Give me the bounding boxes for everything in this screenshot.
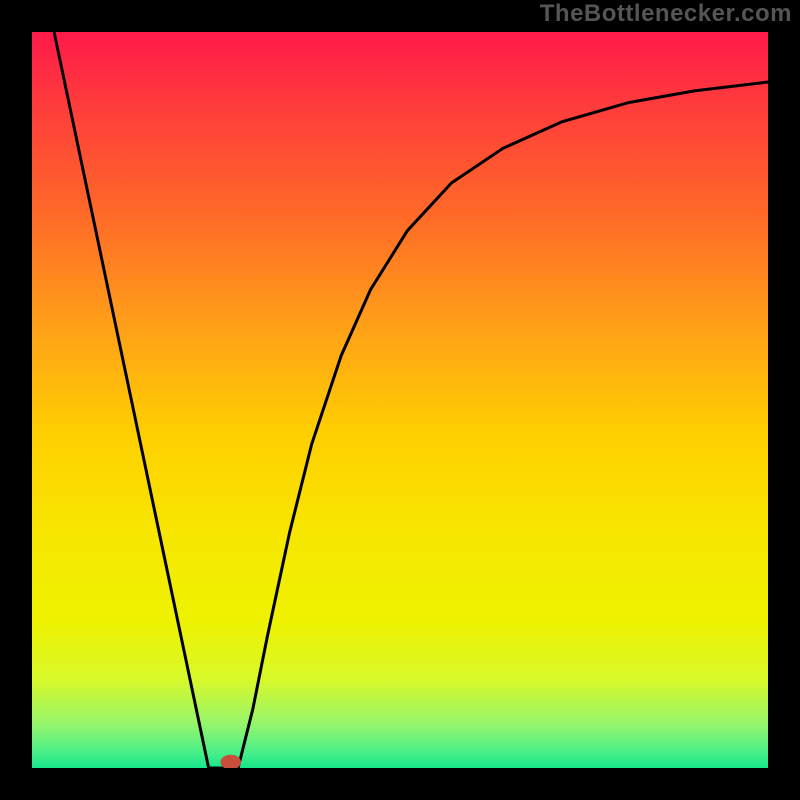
plot-svg bbox=[32, 32, 768, 768]
gradient-background bbox=[32, 32, 768, 768]
attribution-text: TheBottlenecker.com bbox=[540, 0, 792, 28]
chart-root: TheBottlenecker.com bbox=[0, 0, 800, 800]
plot-area bbox=[32, 32, 768, 768]
